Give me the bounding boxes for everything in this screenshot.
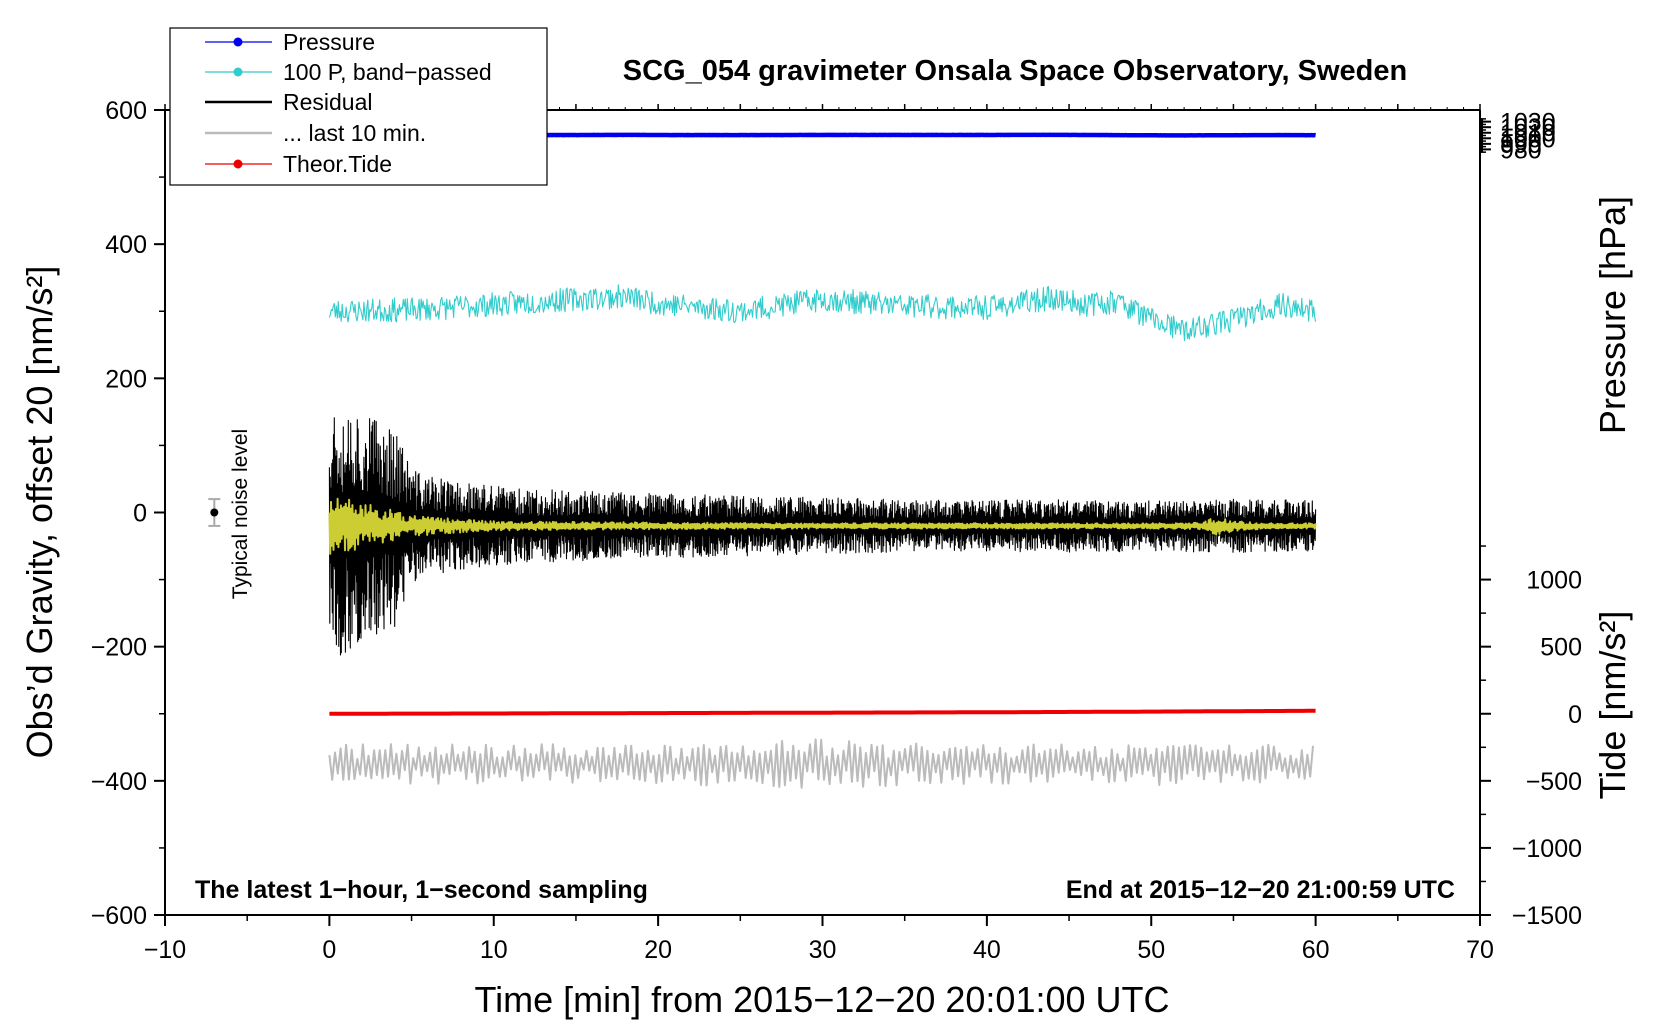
x-tick-label: −10	[144, 936, 186, 964]
y-tick-label: −600	[91, 902, 147, 930]
sampling-note: The latest 1−hour, 1−second sampling	[195, 876, 648, 904]
y-axis-label: Obs’d Gravity, offset 20 [nm/s²]	[19, 266, 60, 759]
tide-axis-label: Tide [nm/s²]	[1592, 611, 1633, 800]
legend-item-theor-tide: Theor.Tide	[205, 151, 392, 177]
series-line-100-p-band-passed	[328, 284, 1317, 342]
y-tick-label: 600	[105, 97, 147, 125]
series-layer	[327, 132, 1318, 789]
axes-layer: −10 0 10 20 30 40 50 60 70−600−400−2000200400600…	[91, 97, 1582, 964]
x-tick-label: 70	[1466, 936, 1494, 964]
legend-label-last-10-min: ... last 10 min.	[283, 120, 426, 146]
legend-box	[169, 27, 548, 186]
end-time-note: End at 2015−12−20 21:00:59 UTC	[1066, 876, 1455, 904]
x-tick-label: 60	[1302, 936, 1330, 964]
legend-item-pressure: Pressure	[205, 29, 375, 55]
pressure-tick-label: 990	[1500, 131, 1542, 159]
legend-item-last-10-min: ... last 10 min.	[205, 120, 426, 146]
x-tick-label: 0	[322, 936, 336, 964]
tide-tick-label: 0	[1568, 701, 1582, 729]
series-line-residual	[328, 417, 1317, 656]
x-tick-label: 10	[480, 936, 508, 964]
tide-tick-label: −500	[1526, 768, 1582, 796]
legend-label-pressure: Pressure	[283, 29, 375, 55]
tide-tick-label: 1000	[1526, 567, 1582, 595]
x-tick-label: 30	[809, 936, 837, 964]
y-tick-label: −400	[91, 768, 147, 796]
pressure-tick-label: 1010	[1500, 120, 1556, 148]
chart-title: SCG_054 gravimeter Onsala Space Observat…	[623, 55, 1407, 87]
legend-label-band-passed: 100 P, band−passed	[283, 59, 492, 85]
pressure-tick-label: 1000	[1500, 125, 1556, 153]
series-line-last-10-min	[328, 738, 1314, 789]
y-tick-label: −200	[91, 634, 147, 662]
legend-item-band-passed: 100 P, band−passed	[205, 59, 492, 85]
y-tick-label: 400	[105, 231, 147, 259]
x-tick-label: 20	[644, 936, 672, 964]
tide-tick-label: −1500	[1512, 902, 1582, 930]
legend: Pressure 100 P, band−passed Residual ...…	[169, 27, 548, 186]
pressure-tick-label: 1030	[1500, 109, 1556, 137]
legend-item-residual: Residual	[205, 89, 373, 115]
x-axis-label: Time [min] from 2015−12−20 20:01:00 UTC	[474, 979, 1169, 1020]
pressure-tick-label: 1020	[1500, 114, 1556, 142]
x-tick-label: 50	[1137, 936, 1165, 964]
legend-marker-band-passed	[233, 67, 243, 77]
series-line-residual-filtered	[328, 497, 1317, 555]
tide-tick-label: −1000	[1512, 835, 1582, 863]
pressure-axis-label: Pressure [hPa]	[1592, 196, 1633, 434]
legend-label-residual: Residual	[283, 89, 373, 115]
tide-tick-label: 500	[1540, 634, 1582, 662]
legend-label-theor-tide: Theor.Tide	[283, 151, 392, 177]
legend-marker-pressure	[233, 37, 243, 47]
y-tick-label: 200	[105, 365, 147, 393]
series-line-theor-tide	[329, 708, 1316, 716]
y-tick-label: 0	[133, 500, 147, 528]
noise-level-label: Typical noise level	[229, 429, 252, 599]
pressure-tick-label: 980	[1500, 136, 1542, 164]
legend-marker-theor-tide	[233, 159, 243, 169]
noise-marker-point	[210, 508, 219, 517]
x-tick-label: 40	[973, 936, 1001, 964]
